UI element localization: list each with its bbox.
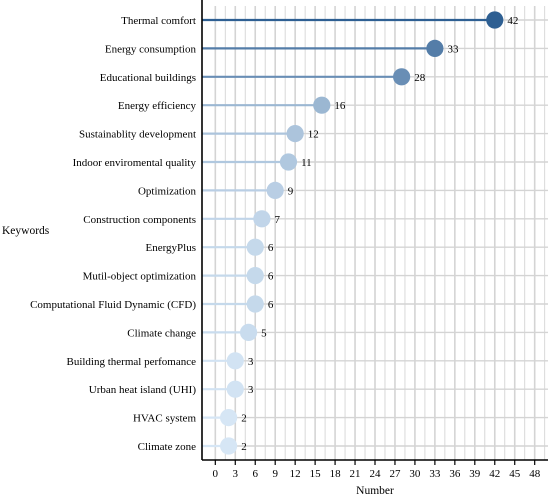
value-label: 2 — [241, 413, 247, 425]
category-label: Energy consumption — [105, 43, 197, 55]
value-label: 11 — [301, 157, 312, 169]
lollipop-dot — [426, 39, 444, 58]
lollipop-dot — [220, 437, 238, 455]
x-tick-label: 39 — [469, 468, 481, 480]
lollipop-dot — [393, 68, 411, 86]
y-axis-title: Keywords — [2, 225, 50, 237]
lollipop-dot — [220, 409, 238, 427]
category-label: EnergyPlus — [145, 242, 196, 254]
value-label: 6 — [268, 271, 274, 283]
category-label: Energy efficiency — [118, 100, 197, 112]
category-labels: Thermal comfort Energy consumption Educati… — [30, 15, 196, 453]
lollipop-dot — [253, 210, 271, 228]
lollipop-dots — [220, 11, 504, 455]
x-tick-label: 6 — [252, 468, 258, 480]
x-tick-label: 33 — [429, 468, 441, 480]
category-label: Construction components — [83, 214, 196, 226]
x-tick-label: 45 — [509, 468, 521, 480]
category-label: Thermal comfort — [121, 15, 196, 27]
value-label: 3 — [248, 384, 254, 396]
lollipop-dot — [226, 380, 244, 398]
lollipop-dot — [226, 352, 244, 370]
lollipop-dot — [266, 181, 284, 199]
category-label: Building thermal perfomance — [66, 356, 196, 368]
category-label: HVAC system — [133, 413, 197, 425]
category-label: Computational Fluid Dynamic (CFD) — [30, 299, 196, 311]
x-tick-label: 42 — [489, 468, 500, 480]
value-label: 6 — [268, 242, 274, 254]
value-label: 5 — [261, 327, 267, 339]
lollipop-dot — [286, 125, 304, 143]
x-tick-label: 21 — [350, 468, 361, 480]
x-axis-title: Number — [356, 485, 394, 497]
lollipop-dot — [279, 153, 298, 171]
x-tick-label: 9 — [272, 468, 278, 480]
lollipop-dot — [239, 323, 258, 341]
lollipop-stems — [202, 18, 495, 448]
value-label: 33 — [447, 43, 459, 55]
x-tick-label: 27 — [389, 468, 401, 480]
x-tick-label: 15 — [310, 468, 322, 480]
category-label: Climate zone — [138, 441, 196, 453]
category-label: Mutil-object optimization — [83, 271, 197, 283]
axes: 0 3 6 9 12 15 18 21 24 27 30 33 36 39 42 45 48 — [201, 0, 548, 480]
value-label: 2 — [241, 441, 247, 453]
value-label: 28 — [414, 72, 426, 84]
value-label: 3 — [248, 356, 254, 368]
x-tick-label: 3 — [233, 468, 239, 480]
value-label: 9 — [288, 185, 294, 197]
lollipop-dot — [246, 238, 264, 256]
value-label: 12 — [308, 129, 319, 141]
value-label: 42 — [507, 15, 518, 27]
category-label: Climate change — [127, 327, 196, 339]
value-label: 7 — [274, 214, 280, 226]
category-label: Urban heat island (UHI) — [89, 384, 197, 396]
category-label: Sustainablity development — [79, 129, 196, 141]
value-label: 16 — [334, 100, 346, 112]
x-tick-label: 24 — [370, 468, 382, 480]
x-tick-label: 30 — [409, 468, 421, 480]
lollipop-dot — [246, 267, 264, 285]
category-label: Indoor enviromental quality — [73, 157, 197, 169]
x-tick-label: 36 — [449, 468, 461, 480]
x-tick-label: 12 — [290, 468, 301, 480]
lollipop-dot — [486, 11, 504, 29]
x-tick-label: 0 — [213, 468, 219, 480]
grid-lines — [202, 6, 548, 460]
value-label: 6 — [268, 299, 274, 311]
category-label: Optimization — [138, 185, 197, 197]
category-label: Educational buildings — [100, 72, 196, 84]
lollipop-dot — [246, 295, 264, 313]
lollipop-dot — [313, 96, 331, 114]
x-tick-label: 18 — [330, 468, 342, 480]
x-tick-label: 48 — [529, 468, 541, 480]
